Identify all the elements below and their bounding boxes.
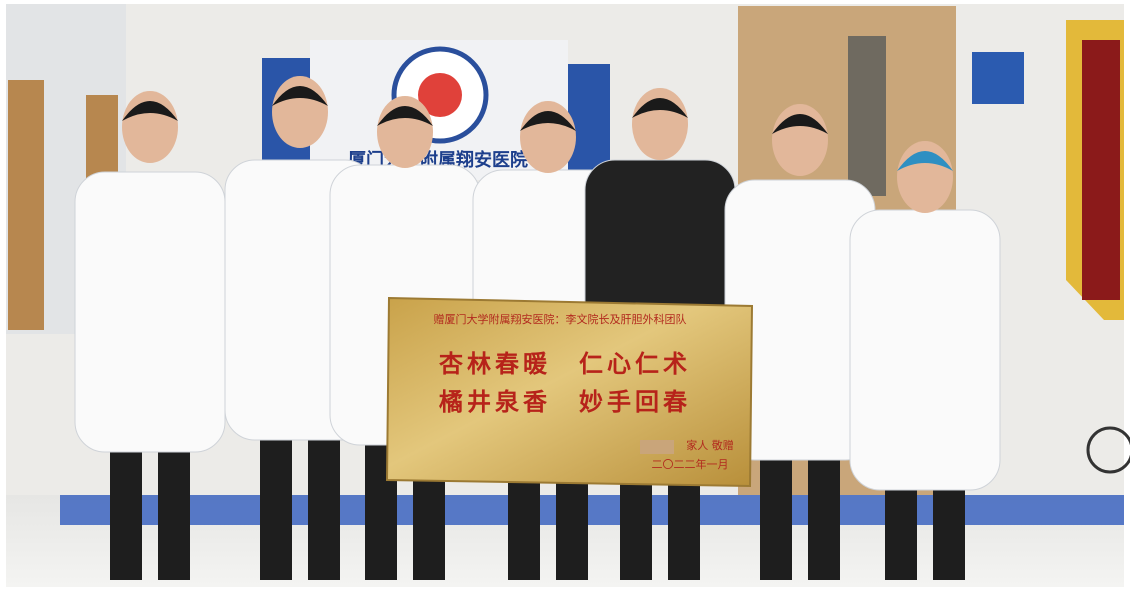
hair <box>520 111 576 131</box>
hair <box>632 98 688 118</box>
hair <box>897 151 953 171</box>
coat <box>849 209 1001 491</box>
coat <box>74 171 226 453</box>
hair <box>122 101 178 121</box>
hair <box>377 106 433 126</box>
blurred-name <box>640 440 674 454</box>
plaque-line: 橘井泉香 妙手回春 <box>439 387 691 416</box>
hair <box>772 114 828 134</box>
plaque-giver: 家人 敬赠 <box>686 438 734 452</box>
leg <box>308 420 340 580</box>
plaque-line: 杏林春暖 仁心仁术 <box>439 349 691 378</box>
plaque-date: 二〇二二年一月 <box>652 457 729 471</box>
hair <box>272 86 328 106</box>
plaque: 赠厦门大学附属翔安医院：李文院长及肝胆外科团队 杏林春暖 仁心仁术 橘井泉香 妙… <box>385 296 754 488</box>
plaque-header: 赠厦门大学附属翔安医院：李文院长及肝胆外科团队 <box>434 312 687 326</box>
leg <box>260 420 292 580</box>
